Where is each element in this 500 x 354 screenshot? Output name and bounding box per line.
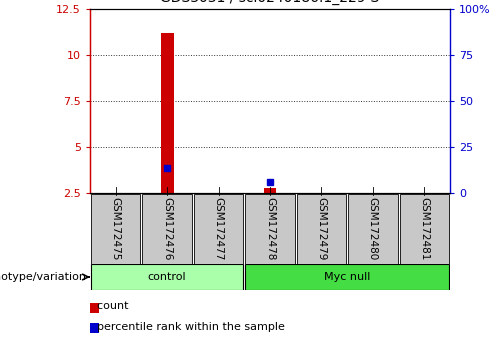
Bar (91, 264, 244, 290)
Text: GSM172475: GSM172475 (110, 197, 120, 261)
Text: genotype/variation: genotype/variation (0, 272, 86, 282)
Bar (246, 194, 294, 264)
Bar (400, 194, 449, 264)
Bar (246, 264, 449, 290)
Bar (142, 194, 192, 264)
Bar (91, 194, 140, 264)
Text: GSM172479: GSM172479 (316, 197, 326, 261)
Text: control: control (148, 272, 186, 282)
Text: count: count (90, 301, 128, 311)
Bar (296, 194, 346, 264)
Text: GSM172481: GSM172481 (420, 197, 430, 261)
Bar (348, 194, 398, 264)
Bar (160, 33, 173, 193)
Text: Myc null: Myc null (324, 272, 370, 282)
Bar (264, 188, 276, 193)
Text: percentile rank within the sample: percentile rank within the sample (90, 322, 285, 332)
Title: GDS3031 / scl0240186.1_229-S: GDS3031 / scl0240186.1_229-S (160, 0, 380, 5)
Text: GSM172478: GSM172478 (265, 197, 275, 261)
Text: GSM172480: GSM172480 (368, 198, 378, 261)
Bar (194, 194, 244, 264)
Text: GSM172477: GSM172477 (214, 197, 224, 261)
Text: GSM172476: GSM172476 (162, 197, 172, 261)
